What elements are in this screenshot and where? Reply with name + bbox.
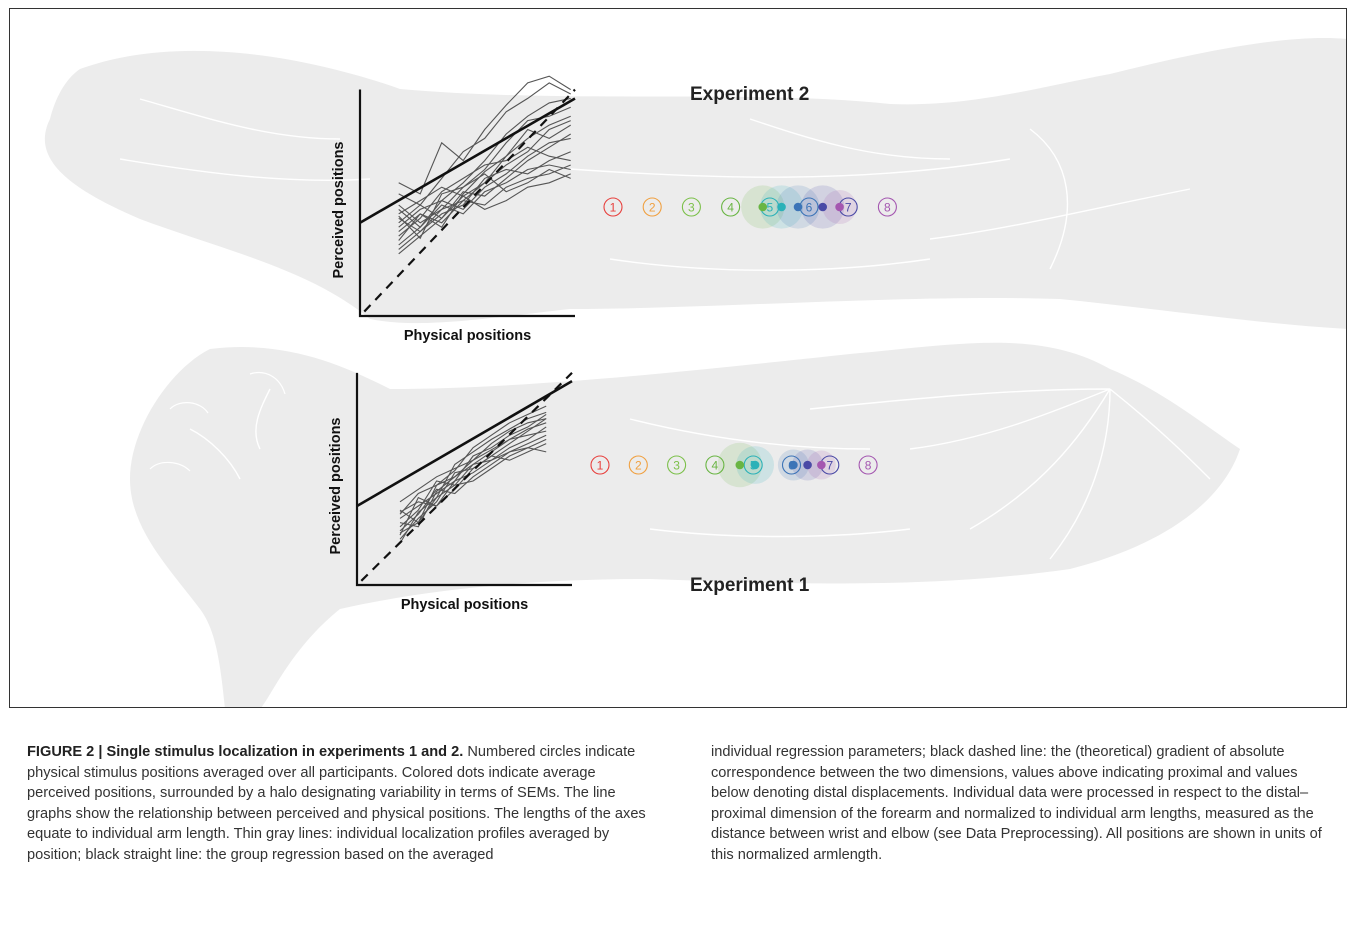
perceived-mean-dot [735,460,745,470]
perceived-mean-dot [817,460,826,470]
lower-arm-illustration [130,342,1240,707]
stimulus-number-label: 3 [688,201,695,215]
lower-arm-silhouette [130,342,1240,707]
figure-panel: Physical positions Perceived positions E… [9,8,1347,708]
perceived-mean-dot [835,202,844,212]
identity-dashed-line [363,88,576,313]
perceived-mean-dot [793,202,803,212]
stimulus-number-label: 2 [635,459,642,473]
caption-left-column: FIGURE 2 | Single stimulus localization … [27,742,653,866]
individual-profiles [398,75,571,255]
individual-profile-line [399,434,547,532]
upper-arm-silhouette [45,38,1346,329]
stimulus-position-circle [642,197,662,217]
individual-profile-line [399,438,547,524]
individual-profile-line [398,137,571,246]
stimulus-number-label: 7 [845,201,852,215]
stimulus-number-label: 7 [826,459,833,473]
chart-axes [355,372,572,587]
stimulus-position-circle [743,455,763,475]
caption-right-text: individual regression parameters; black … [711,744,1322,863]
stimulus-number-label: 4 [727,201,734,215]
individual-profile-line [399,443,547,536]
stimulus-position-circle [877,197,897,217]
stimulus-number-label: 1 [597,459,604,473]
stimulus-number-label: 1 [610,201,617,215]
stimulus-position-circle [858,455,878,475]
figure-caption: FIGURE 2 | Single stimulus localization … [27,742,1337,866]
individual-profile-line [398,75,571,195]
experiment-1-line-chart: Physical positions Perceived positions [328,372,573,613]
individual-profile-line [398,164,571,241]
stimulus-number-label: 4 [712,459,719,473]
perceived-mean-dot [777,202,786,212]
individual-profile-line [398,146,571,237]
lower-arm-finger-outline [149,372,286,472]
stimulus-position-circle [781,455,802,475]
individual-profile-line [398,168,571,233]
caption-title: FIGURE 2 | Single stimulus localization … [27,744,464,760]
stimulus-position-circle [721,197,741,217]
individual-profile-line [399,426,547,519]
stimulus-position-circle [681,197,701,217]
caption-left-text: Numbered circles indicate physical stimu… [27,744,646,863]
perceived-mean-dot [803,460,812,470]
stimulus-number-label: 3 [673,459,680,473]
stimulus-number-label: 6 [806,201,813,215]
caption-right-column: individual regression parameters; black … [711,742,1337,866]
individual-profile-line [399,430,547,503]
x-axis-label: Physical positions [404,328,531,344]
experiment-1-label: Experiment 1 [690,575,810,596]
y-axis-label: Perceived positions [328,418,344,555]
stimulus-number-label: 2 [649,201,656,215]
individual-profile-line [398,164,571,228]
group-regression-line [356,380,573,508]
stimulus-position-circle [603,197,623,217]
individual-profile-line [398,97,571,228]
individual-profile-line [398,124,571,215]
x-axis-label: Physical positions [401,597,528,613]
figure-canvas: Physical positions Perceived positions E… [45,38,1346,707]
stimulus-number-label: 8 [865,459,872,473]
group-regression-line [359,97,576,224]
individual-profile-line [399,405,547,534]
perceived-mean-dot [789,460,798,470]
chart-axes [358,89,575,318]
perceived-mean-dot [750,460,760,470]
identity-dashed-line [360,372,573,582]
y-axis-label: Perceived positions [331,142,347,279]
individual-profile-line [399,413,547,513]
stimulus-position-circle [705,455,725,475]
experiment-2-line-chart: Physical positions Perceived positions [331,75,576,344]
perceived-mean-dot [758,202,768,212]
lower-arm-contour [189,388,1211,560]
stimulus-number-label: 5 [766,201,773,215]
stimulus-position-circle [628,455,648,475]
individual-profiles [399,405,547,544]
individual-profile-line [399,447,547,515]
upper-arm-contour [119,98,1191,271]
perceived-mean-dot [818,202,828,212]
individual-profile-line [398,173,571,255]
experiment-2-position-markers: 1 2 3 4 5 6 7 8 [603,185,897,229]
individual-profile-line [398,151,571,250]
stimulus-position-circle [667,455,687,475]
stimulus-number-label: 8 [884,201,891,215]
experiment-2-label: Experiment 2 [690,84,809,105]
upper-arm-illustration [45,38,1346,329]
stimulus-position-circle [590,455,610,475]
